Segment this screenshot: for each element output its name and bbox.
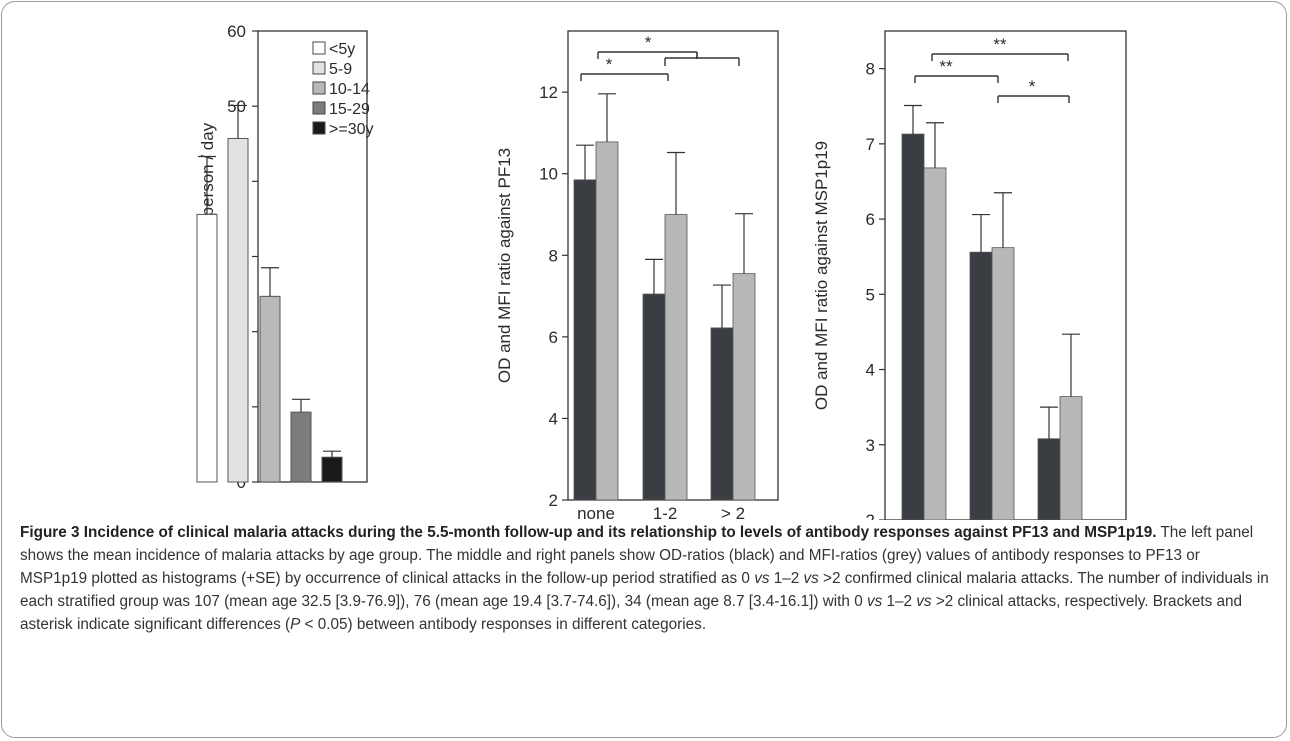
bar	[991, 247, 1015, 520]
significance-star: *	[1029, 77, 1036, 96]
bar	[923, 167, 947, 520]
y-axis-label: OD and MFI ratio against MSP1p19	[812, 141, 831, 410]
legend-swatch	[312, 101, 326, 115]
significance-star: **	[993, 35, 1007, 54]
caption-vs: vs	[754, 570, 770, 587]
y-tick-label: 6	[866, 210, 875, 229]
caption-vs: vs	[916, 593, 932, 610]
y-tick-label: 2	[866, 511, 875, 520]
significance-star: *	[645, 33, 652, 52]
caption-text: 1–2	[882, 593, 917, 610]
y-tick-label: 10	[539, 165, 558, 184]
y-tick-label: 12	[539, 83, 558, 102]
incidence-chart: 0102030405060Incidence rate per 100 pers…	[196, 22, 373, 492]
y-tick-label: 6	[549, 328, 558, 347]
y-tick-label: 2	[549, 491, 558, 510]
legend-swatch	[312, 61, 326, 75]
caption-text: 1–2	[769, 570, 804, 587]
bar	[1037, 438, 1061, 520]
msp1p19-chart: 2345678OD and MFI ratio against MSP1p19n…	[812, 30, 1127, 520]
y-axis-label: OD and MFI ratio against PF13	[495, 148, 514, 383]
caption-text: >2 clinical attacks, respectively. Brack…	[20, 593, 1243, 633]
caption-text: < 0.05) between antibody responses in di…	[300, 616, 707, 633]
x-tick-label: > 2	[721, 504, 745, 520]
y-tick-label: 7	[866, 135, 875, 154]
legend-label: 5-9	[329, 61, 352, 78]
caption-title: Figure 3 Incidence of clinical malaria a…	[20, 524, 1157, 541]
legend-label: 15-29	[329, 101, 370, 118]
significance-star: **	[939, 57, 953, 76]
caption-vs: vs	[866, 593, 883, 610]
y-tick-label: 8	[866, 60, 875, 79]
significance-star: *	[606, 55, 613, 74]
caption-vs: vs	[803, 570, 819, 587]
legend-swatch	[312, 121, 326, 135]
y-tick-label: 4	[866, 361, 875, 380]
bar	[1059, 396, 1083, 520]
y-tick-label: 8	[549, 246, 558, 265]
legend-swatch	[312, 81, 326, 95]
caption-text: >2 confirmed clinical malaria attacks. T…	[20, 570, 1269, 610]
caption-text: The left panel shows the mean incidence …	[20, 524, 1254, 587]
caption-p-variable: P	[290, 616, 301, 633]
legend-label: 10-14	[329, 81, 370, 98]
bar	[901, 133, 925, 520]
legend-swatch	[312, 41, 326, 55]
legend-label: >=30y	[329, 121, 373, 138]
y-tick-label: 60	[227, 22, 246, 41]
bar	[969, 251, 993, 520]
x-tick-label: none	[577, 504, 615, 520]
plot-frame	[884, 30, 1127, 520]
legend-label: <5y	[329, 41, 355, 58]
y-tick-label: 5	[866, 285, 875, 304]
y-tick-label: 0	[237, 473, 246, 492]
pf13-chart: 2 4 6 8 10 12 OD and MFI ratio against PF13 non…	[495, 30, 779, 520]
x-tick-label: 1-2	[653, 504, 678, 520]
y-tick-label: 4	[549, 409, 558, 428]
y-tick-label: 3	[866, 436, 875, 455]
figure-caption: Figure 3 Incidence of clinical malaria a…	[20, 521, 1270, 636]
y-tick-label: 50	[227, 97, 246, 116]
